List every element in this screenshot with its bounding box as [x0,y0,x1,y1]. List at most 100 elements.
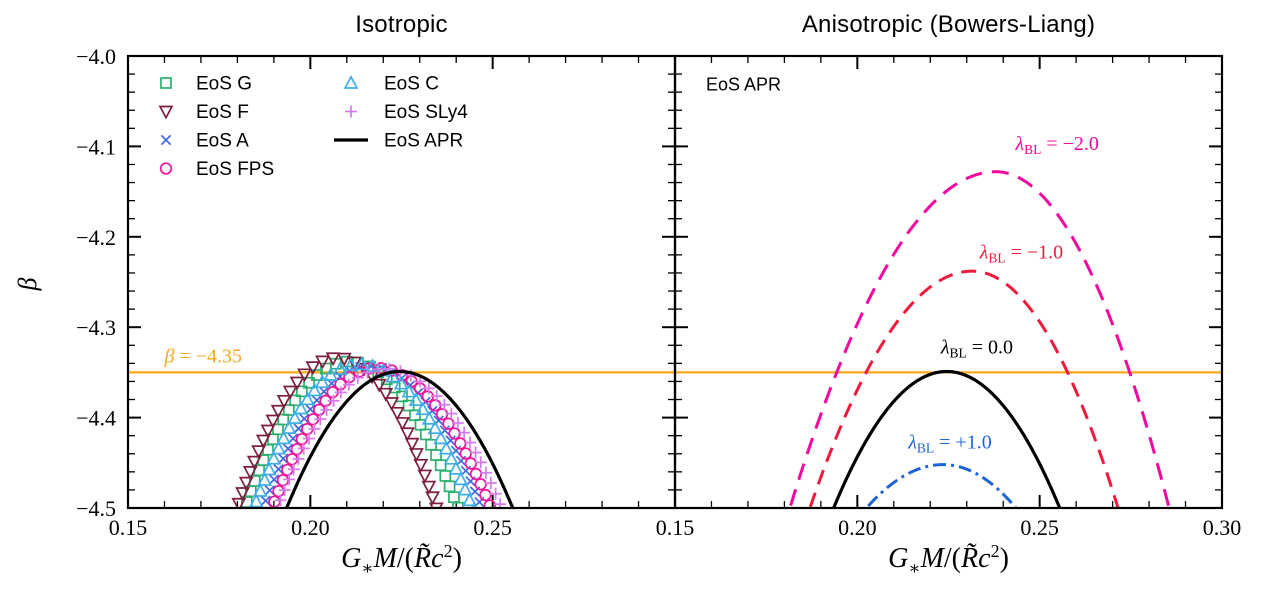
marker-triangle-up [343,357,359,372]
curves-isotropic [222,352,515,543]
series-eos-f [222,352,449,543]
marker-triangle-down [229,510,241,521]
legend-label-eos-c: EoS C [384,74,439,95]
series-lambda-bl-minus-1 [808,269,1120,508]
marker-triangle-down [325,352,341,367]
marker-square [434,459,447,472]
marker-triangle-down [425,491,440,506]
marker-square [457,513,467,523]
marker-triangle-up [393,375,409,390]
legend-label-eos-sly4: EoS SLy4 [384,102,468,123]
legend-label-eos-apr: EoS APR [384,131,463,152]
x-tick-label: 0.30 [1203,515,1242,540]
marker-triangle-down [297,368,312,383]
beta-threshold-label: β = −4.35 [163,345,242,367]
marker-triangle-down [251,445,267,460]
axis-frame-anisotropic-bowers-liang [673,54,1224,510]
y-tick-label: −4.2 [76,225,116,250]
marker-triangle-up [427,420,443,435]
marker-x [282,443,294,454]
marker-circle [474,478,487,491]
marker-triangle-down [235,487,250,502]
y-tick-label: −4.0 [76,44,116,69]
marker-circle [272,484,285,498]
marker-triangle-down [336,352,352,367]
marker-triangle-up [287,410,303,425]
marker-triangle-down [315,355,330,370]
marker-circle [454,437,467,450]
y-axis-label: β [13,277,42,291]
marker-x [278,453,289,464]
marker-circle [352,365,366,378]
marker-triangle-up [281,420,297,435]
marker-triangle-down [437,525,449,536]
marker-square [419,428,432,441]
marker-triangle-down [246,455,262,470]
marker-triangle-down [242,466,258,480]
y-tick-label: −4.5 [76,496,116,521]
marker-triangle-down [238,476,254,491]
marker-triangle-up [453,471,469,486]
marker-triangle-up [343,75,359,89]
marker-triangle-down [409,448,424,462]
marker-triangle-up [299,391,315,406]
marker-triangle-up [421,410,437,425]
marker-triangle-up [307,382,322,397]
marker-triangle-down [428,502,444,508]
marker-triangle-up [332,361,348,375]
x-tick-label: 0.25 [1020,515,1059,540]
marker-circle [159,162,173,175]
marker-triangle-down [255,434,271,449]
marker-triangle-up [239,528,251,539]
marker-triangle-down [231,497,247,508]
y-tick-label: −4.1 [76,134,116,159]
legend-label-eos-g: EoS G [196,74,252,95]
curve-label-lambda-bl-minus-2: λBL = −2.0 [1014,133,1099,157]
marker-x [268,474,280,485]
marker-triangle-down [305,361,321,376]
marker-square [388,381,401,394]
panel-isotropic: 0.15 0.20 0.25 −4.0 −4.1 −4.2 −4.3 −4.4 −4.5 β = … [76,44,677,578]
marker-triangle-down [384,397,400,411]
marker-triangle-down [222,532,234,543]
legend-label-eos-a: EoS A [196,131,249,152]
marker-triangle-up [242,517,254,528]
marker-triangle-up [276,430,292,445]
axis-frame-isotropic [126,54,677,510]
marker-square [231,530,241,540]
y-tick-label: −4.4 [76,406,116,431]
marker-triangle-up [443,450,459,465]
marker-triangle-up [365,358,381,373]
series-eos-apr [284,369,515,508]
marker-circle [464,457,477,470]
marker-triangle-up [252,482,268,497]
curves-anisotropic-bowers-liang [788,170,1171,508]
curve-label-lambda-bl-plus-1: λBL = +1.0 [907,431,992,455]
marker-triangle-down [289,376,305,391]
marker-x [287,433,299,444]
panel-anisotropic-bowers-liang: 0.15 0.20 0.25 0.30 λBL = −2.0 λBL = −1.0 λBL … [656,54,1242,578]
marker-triangle-down [395,417,410,431]
marker-triangle-up [261,461,277,476]
marker-circle [479,488,492,502]
marker-x [260,495,271,506]
marker-square [289,394,301,407]
marker-triangle-down [400,427,415,442]
marker-triangle-up [438,440,454,455]
marker-square [461,525,471,535]
marker-square [448,491,460,504]
marker-circle [469,467,483,481]
marker-triangle-up [433,430,449,445]
marker-x [253,518,262,527]
marker-square [277,413,290,426]
marker-triangle-up [385,368,401,383]
x-tick-label: 0.20 [838,515,877,540]
x-axis-label: G∗M/(R̃c2) [341,541,462,578]
marker-triangle-up [248,493,264,508]
marker-triangle-down [421,480,437,495]
marker-triangle-up [354,356,370,371]
marker-triangle-down [282,385,298,400]
marker-triangle-up [448,460,464,475]
